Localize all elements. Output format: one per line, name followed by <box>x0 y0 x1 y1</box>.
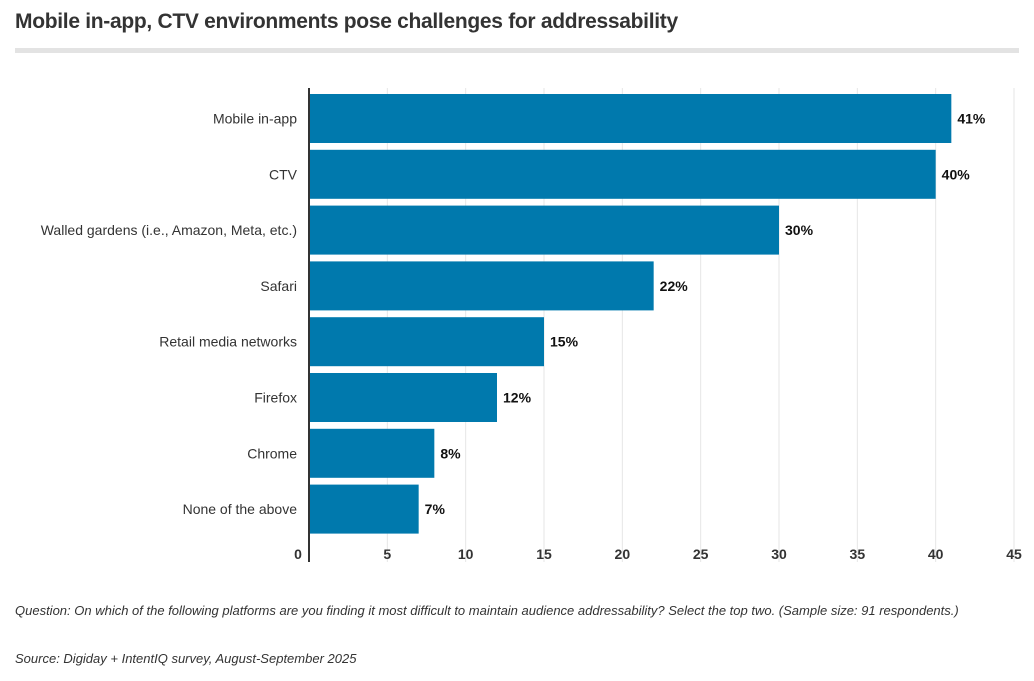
bar-chart: Mobile in-app 41% CTV 40% Walled gardens (i.… <box>41 88 1022 562</box>
x-tick-label: 35 <box>850 546 866 562</box>
x-tick-label: 30 <box>771 546 787 562</box>
data-label: 15% <box>550 334 579 350</box>
x-tick-label: 45 <box>1006 546 1022 562</box>
x-tick-label: 15 <box>536 546 552 562</box>
category-label: Retail media networks <box>159 334 297 350</box>
x-tick-label: 0 <box>294 546 302 562</box>
bar <box>309 484 419 534</box>
question-note: Question: On which of the following plat… <box>15 603 959 618</box>
bar <box>309 373 497 422</box>
data-label: 7% <box>425 501 446 517</box>
data-label: 30% <box>785 222 814 238</box>
x-tick-label: 5 <box>383 546 391 562</box>
x-tick-label: 10 <box>458 546 474 562</box>
data-label: 12% <box>503 390 532 406</box>
data-label: 41% <box>957 111 986 127</box>
category-label: Chrome <box>247 445 297 461</box>
data-label: 40% <box>942 166 971 182</box>
source-note: Source: Digiday + IntentIQ survey, Augus… <box>15 651 357 666</box>
bar <box>309 149 936 199</box>
data-label: 8% <box>440 445 461 461</box>
bar <box>309 94 952 143</box>
bar <box>309 205 779 255</box>
x-tick-label: 25 <box>693 546 709 562</box>
category-label: Walled gardens (i.e., Amazon, Meta, etc.… <box>41 222 297 238</box>
x-tick-label: 40 <box>928 546 944 562</box>
chart-title: Mobile in-app, CTV environments pose cha… <box>15 10 678 33</box>
bar <box>309 317 544 367</box>
category-label: Mobile in-app <box>213 111 297 127</box>
data-label: 22% <box>660 278 689 294</box>
bar <box>309 261 654 311</box>
category-label: Firefox <box>254 390 297 406</box>
x-tick-label: 20 <box>615 546 631 562</box>
category-label: Safari <box>260 278 297 294</box>
category-label: CTV <box>269 166 298 182</box>
category-label: None of the above <box>183 501 298 517</box>
title-divider <box>15 48 1019 53</box>
bar <box>309 428 435 478</box>
